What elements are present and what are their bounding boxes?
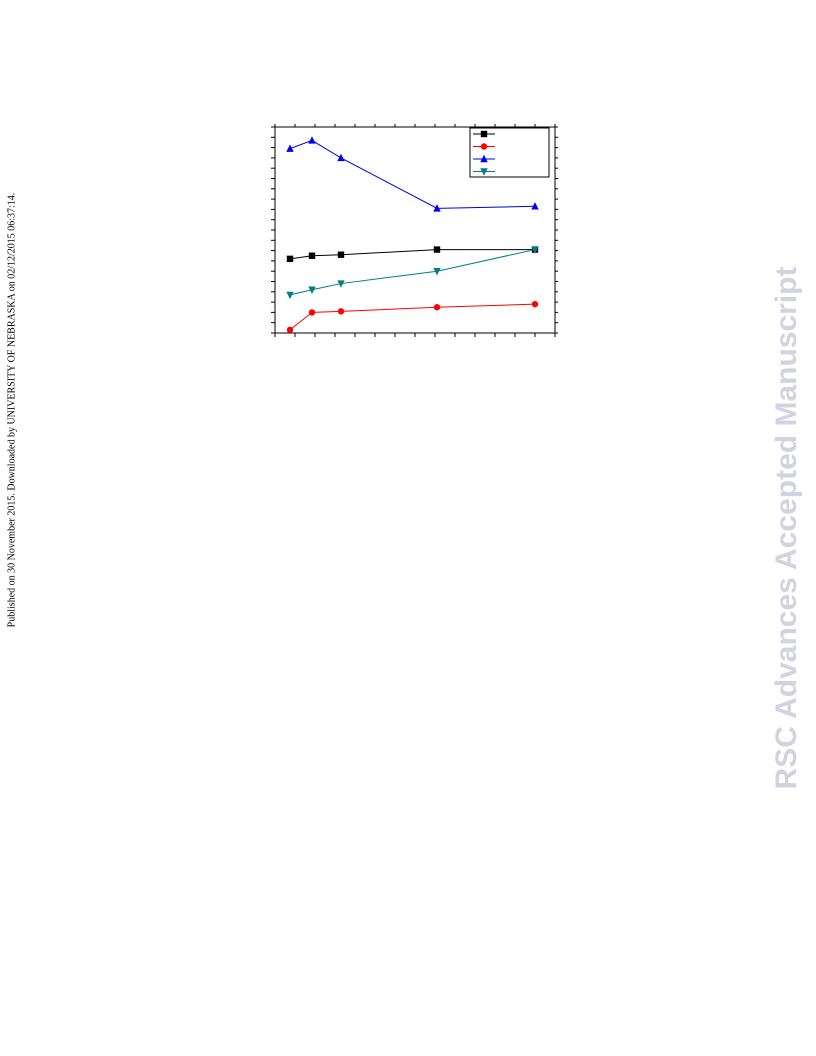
series-line bbox=[289, 303, 536, 331]
marker bbox=[286, 144, 294, 152]
marker bbox=[433, 304, 441, 311]
marker bbox=[308, 252, 316, 259]
marker bbox=[433, 246, 441, 253]
marker bbox=[337, 308, 345, 315]
marker bbox=[480, 143, 488, 150]
marker bbox=[480, 168, 488, 176]
marker bbox=[286, 255, 294, 263]
marker bbox=[286, 326, 294, 334]
marker bbox=[531, 246, 539, 254]
marker bbox=[308, 136, 316, 144]
marker bbox=[337, 153, 345, 162]
marker bbox=[337, 251, 345, 258]
marker bbox=[286, 291, 294, 300]
marker bbox=[480, 130, 488, 138]
marker bbox=[531, 300, 539, 308]
series-line bbox=[289, 249, 536, 296]
marker bbox=[433, 204, 441, 212]
marker bbox=[433, 268, 441, 276]
marker bbox=[531, 202, 539, 210]
marker bbox=[308, 286, 316, 294]
marker bbox=[337, 280, 345, 288]
marker bbox=[308, 309, 316, 316]
marker bbox=[480, 154, 488, 163]
